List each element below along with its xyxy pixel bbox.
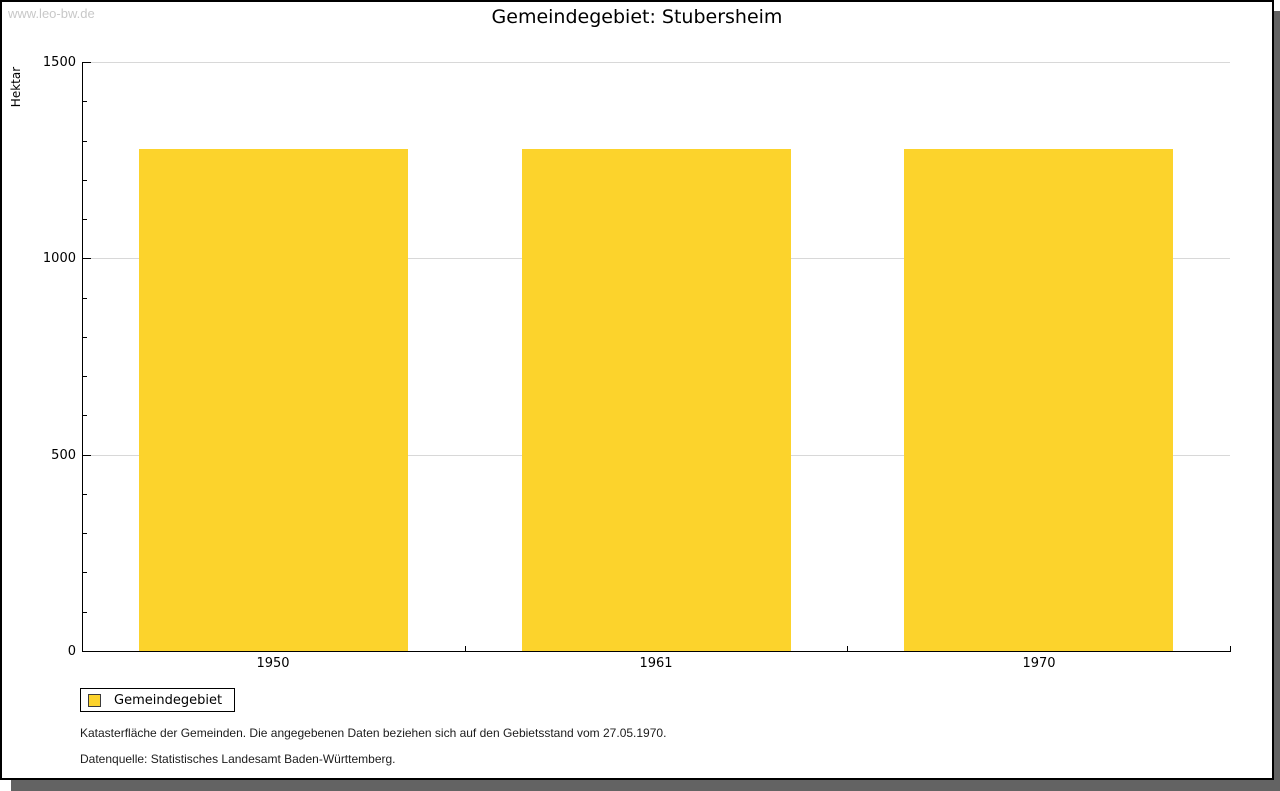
gridline-1500 <box>82 62 1230 63</box>
x-tick-label-1970: 1970 <box>1022 656 1056 671</box>
plot-area: 0 500 1000 1500 1950 1961 1970 Hektar <box>2 2 1272 778</box>
legend-label: Gemeindegebiet <box>114 692 223 708</box>
y-minor-tick-1400 <box>82 101 87 102</box>
x-group-tick-1 <box>465 646 466 651</box>
y-minor-tick-700 <box>82 376 87 377</box>
y-minor-tick-1300 <box>82 141 87 142</box>
y-minor-tick-300 <box>82 533 87 534</box>
chart-title: Gemeindegebiet: Stubersheim <box>491 6 783 28</box>
bar-1950 <box>139 149 408 651</box>
y-minor-tick-100 <box>82 612 87 613</box>
y-minor-tick-1200 <box>82 180 87 181</box>
y-tick-1500 <box>82 62 91 63</box>
watermark: www.leo-bw.de <box>8 6 95 21</box>
y-minor-tick-400 <box>82 494 87 495</box>
bar-1970 <box>904 149 1173 651</box>
y-tick-label-0: 0 <box>67 644 76 659</box>
y-axis <box>82 62 83 652</box>
y-tick-1000 <box>82 258 91 259</box>
y-minor-tick-900 <box>82 298 87 299</box>
x-group-tick-3 <box>1230 646 1231 651</box>
footnote-source-note: Katasterfläche der Gemeinden. Die angege… <box>80 726 667 740</box>
bar-1961 <box>522 149 791 651</box>
y-tick-label-500: 500 <box>51 448 76 463</box>
y-minor-tick-600 <box>82 415 87 416</box>
y-tick-500 <box>82 455 91 456</box>
y-tick-label-1500: 1500 <box>42 55 76 70</box>
legend-swatch-icon <box>88 693 101 707</box>
y-axis-title: Hektar <box>9 66 23 108</box>
x-tick-label-1950: 1950 <box>256 656 290 671</box>
legend: Gemeindegebiet <box>80 688 236 712</box>
y-minor-tick-1100 <box>82 219 87 220</box>
y-minor-tick-800 <box>82 337 87 338</box>
x-axis <box>82 651 1231 652</box>
y-minor-tick-200 <box>82 572 87 573</box>
x-tick-label-1961: 1961 <box>639 656 673 671</box>
y-tick-label-1000: 1000 <box>42 251 76 266</box>
x-group-tick-2 <box>847 646 848 651</box>
footnote-datasource: Datenquelle: Statistisches Landesamt Bad… <box>80 752 396 766</box>
